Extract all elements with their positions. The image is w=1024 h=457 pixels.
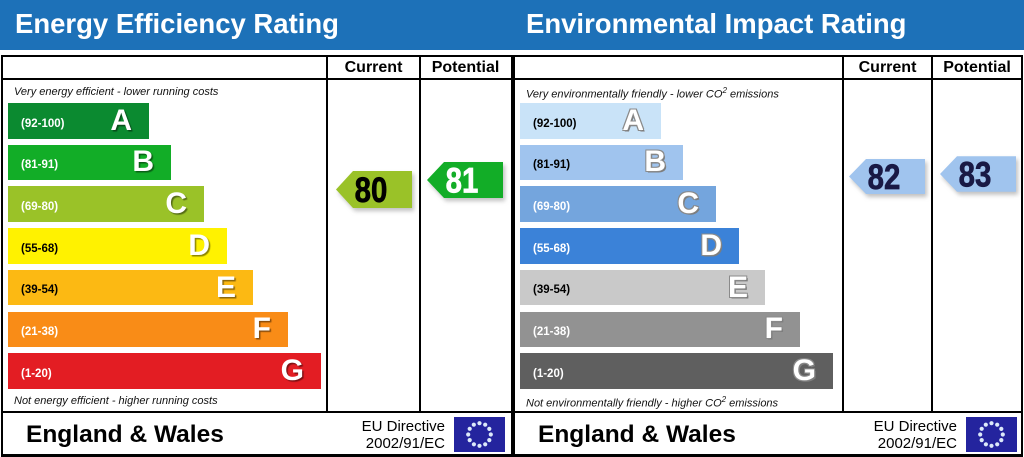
svg-text:80: 80	[355, 171, 388, 210]
svg-text:81: 81	[446, 161, 479, 200]
svg-text:83: 83	[959, 155, 992, 194]
svg-text:82: 82	[867, 157, 900, 196]
